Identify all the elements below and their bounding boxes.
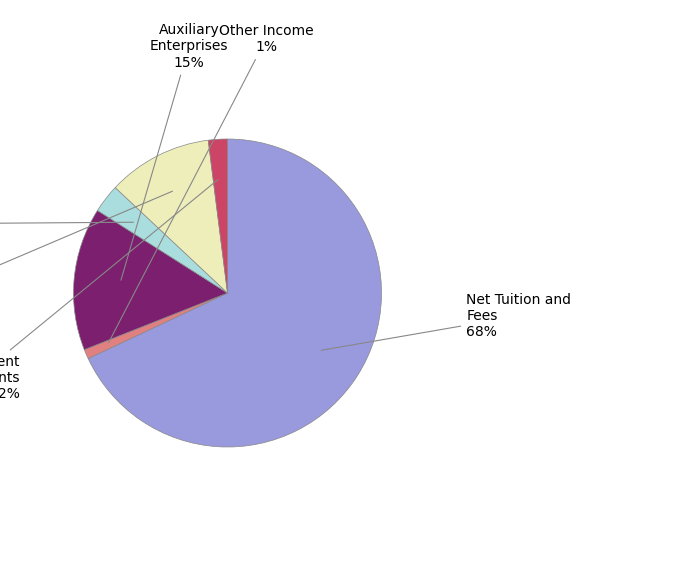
Text: Auxiliary
Enterprises
15%: Auxiliary Enterprises 15% [121,23,228,280]
Text: Private Gifts and
Grants
11%: Private Gifts and Grants 11% [0,191,172,324]
Wedge shape [88,139,382,447]
Wedge shape [116,140,228,293]
Text: Other Income
1%: Other Income 1% [108,24,314,343]
Wedge shape [74,210,228,350]
Text: Endowment/
Investment
3%: Endowment/ Investment 3% [0,200,134,247]
Text: Government
Grants
2%: Government Grants 2% [0,179,218,401]
Wedge shape [208,139,228,293]
Wedge shape [84,293,228,359]
Wedge shape [97,188,228,293]
Text: Net Tuition and
Fees
68%: Net Tuition and Fees 68% [321,293,571,350]
